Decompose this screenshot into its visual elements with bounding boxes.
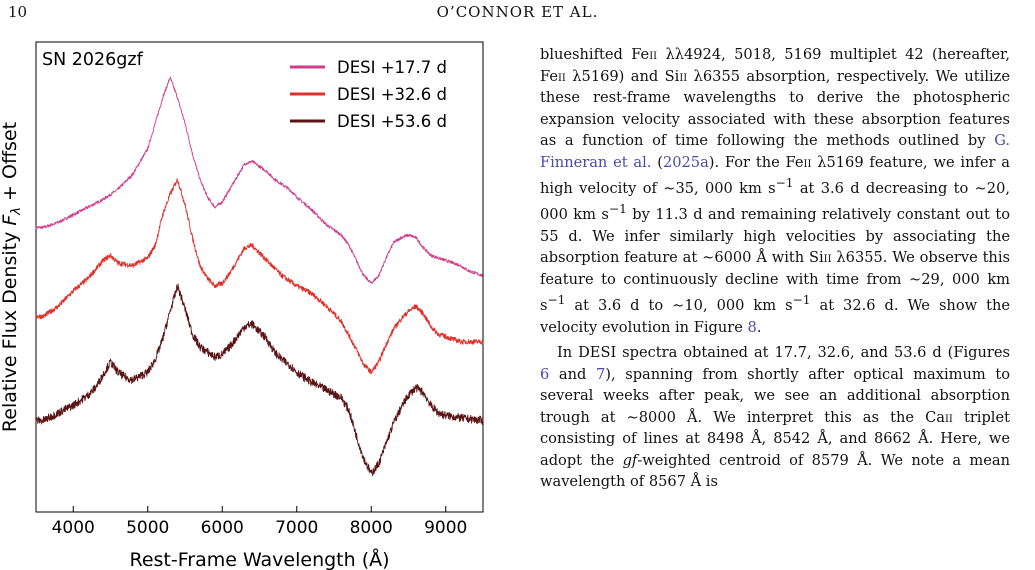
legend: DESI +17.7 d DESI +32.6 d DESI +53.6 d xyxy=(290,58,447,131)
spectrum-line-2 xyxy=(35,178,484,375)
legend-label-2: DESI +32.6 d xyxy=(337,85,447,104)
plot-frame xyxy=(35,41,484,513)
spectrum-line-3 xyxy=(35,283,484,477)
citation-finneran-year[interactable]: 2025a xyxy=(662,153,709,171)
y-axis-label-text: Relative Flux Density Fλ + Offset xyxy=(0,122,24,432)
figure-6-link[interactable]: 6 xyxy=(540,365,550,383)
figure-8-link[interactable]: 8 xyxy=(747,318,757,336)
y-axis-label: Relative Flux Density Fλ + Offset xyxy=(0,122,24,432)
x-tick-label: 9000 xyxy=(424,518,467,538)
x-axis-label: Rest-Frame Wavelength (Å) xyxy=(129,548,389,570)
x-tick-label: 8000 xyxy=(350,518,393,538)
running-head: O’CONNOR ET AL. xyxy=(436,3,599,21)
plot-lines xyxy=(35,76,484,477)
legend-label-3: DESI +53.6 d xyxy=(337,112,447,131)
spectrum-line-1 xyxy=(35,76,484,284)
x-axis-ticks: 4000 5000 6000 7000 8000 9000 xyxy=(52,506,467,538)
x-tick-label: 4000 xyxy=(52,518,95,538)
chart-title: SN 2026gzf xyxy=(42,50,144,70)
legend-label-1: DESI +17.7 d xyxy=(337,58,447,77)
page-number: 10 xyxy=(8,3,28,21)
x-tick-label: 7000 xyxy=(275,518,318,538)
paragraph-2: In DESI spectra obtained at 17.7, 32.6, … xyxy=(540,344,1010,491)
body-text: blueshifted Feii λλ4924, 5018, 5169 mult… xyxy=(540,44,1010,493)
paragraph-1: blueshifted Feii λλ4924, 5018, 5169 mult… xyxy=(540,46,1011,336)
x-tick-label: 6000 xyxy=(201,518,244,538)
citation-finneran-author[interactable]: G. Finneran et al. xyxy=(540,132,1010,171)
figure-7-link[interactable]: 7 xyxy=(595,365,606,383)
x-tick-label: 5000 xyxy=(126,518,169,538)
spectra-figure: 4000 5000 6000 7000 8000 9000 SN 2026gzf DESI… xyxy=(0,41,484,570)
